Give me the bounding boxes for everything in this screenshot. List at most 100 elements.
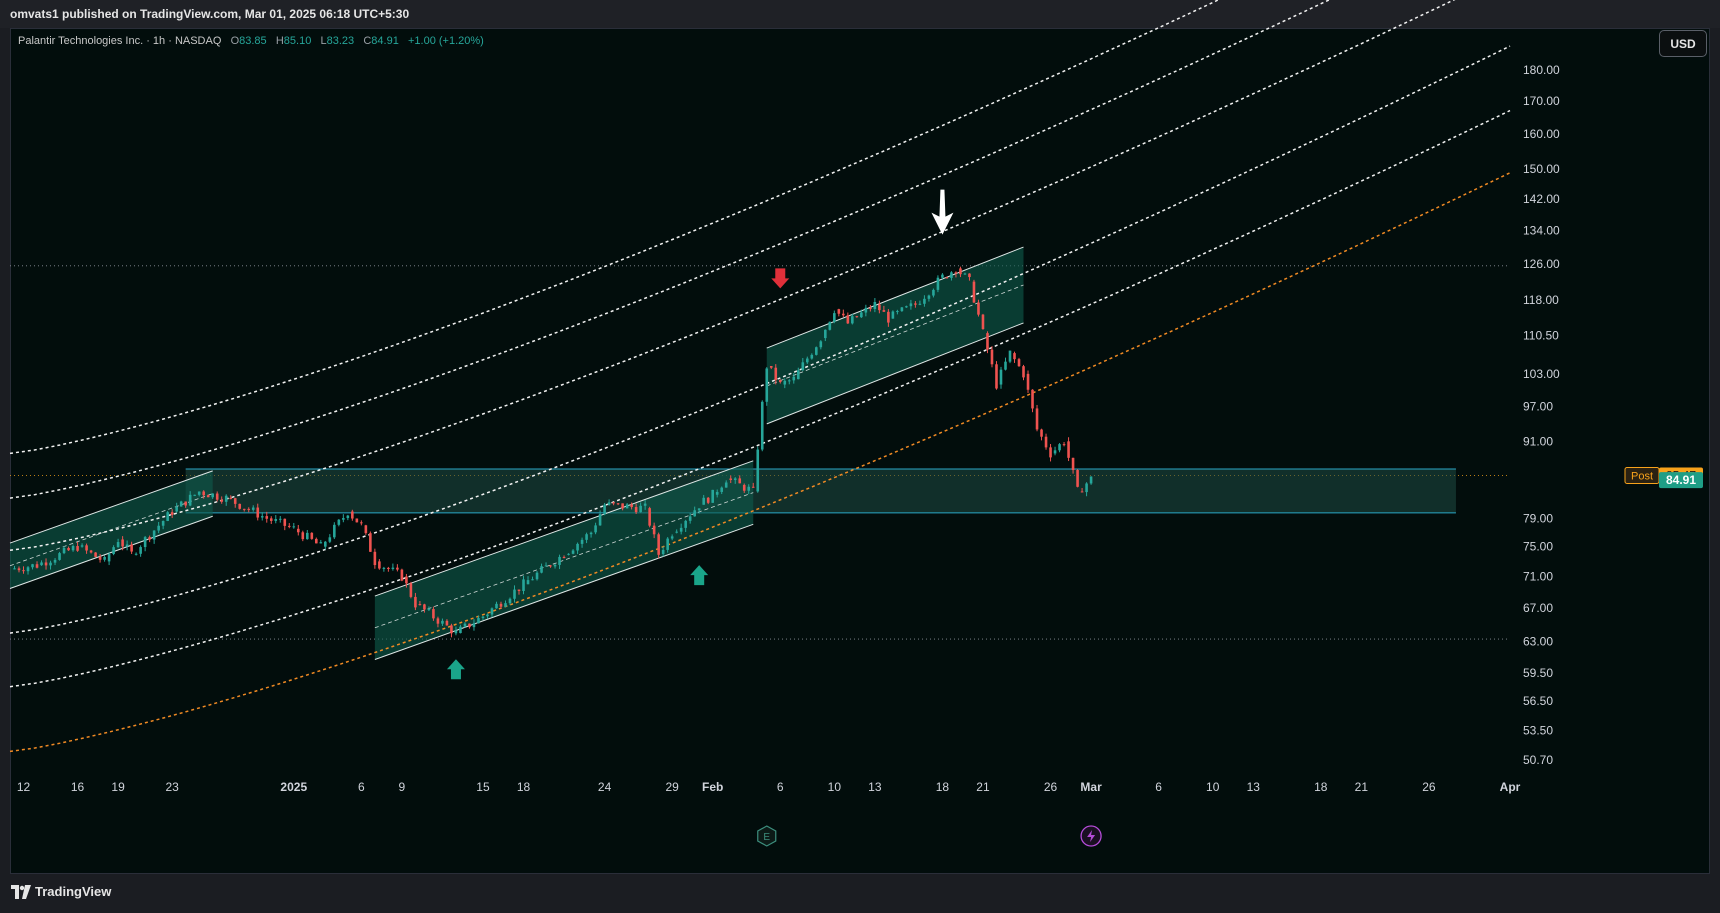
candle-body — [220, 499, 224, 502]
candle-body — [1022, 366, 1025, 378]
candle-body — [562, 556, 566, 559]
last-price-text: 84.91 — [1666, 473, 1696, 487]
candle-body — [887, 311, 890, 323]
x-tick-label: 23 — [165, 780, 179, 794]
candle-body — [224, 495, 228, 502]
candle-body — [481, 616, 485, 618]
candle-body — [116, 542, 120, 548]
candle-body — [432, 609, 435, 619]
candle-body — [1013, 353, 1016, 360]
currency-label: USD — [1670, 36, 1696, 51]
candle-body — [107, 554, 111, 562]
candle-body — [269, 518, 273, 521]
candle-body — [571, 550, 575, 554]
candle-body — [968, 273, 971, 278]
last-price-badge — [1659, 472, 1703, 489]
chart-frame[interactable] — [10, 28, 1710, 874]
candle-body — [477, 617, 480, 624]
candle-body — [612, 502, 615, 504]
candle-body — [17, 568, 21, 571]
candle-body — [287, 525, 291, 527]
candle-body — [598, 514, 602, 526]
channel-3-mid — [766, 284, 1024, 387]
candle-body — [315, 538, 318, 544]
candle-body — [202, 491, 205, 496]
candle-body — [319, 542, 323, 544]
candle-body — [423, 604, 426, 610]
earnings-event-label: E — [763, 832, 770, 843]
candle-body — [923, 298, 926, 304]
candle-body — [589, 532, 593, 535]
y-tick-label: 134.00 — [1523, 224, 1560, 238]
candle-body — [706, 497, 710, 503]
candle-body — [53, 559, 57, 563]
channel-2-bottom — [374, 523, 754, 660]
tradingview-logo[interactable]: TradingView — [11, 884, 111, 899]
y-tick-label: 118.00 — [1523, 293, 1559, 307]
candle-body — [702, 497, 705, 505]
candle-body — [463, 623, 467, 627]
candle-body — [296, 528, 300, 533]
x-tick-label: 10 — [1206, 780, 1220, 794]
x-tick-label: 29 — [665, 780, 679, 794]
candle-body — [882, 310, 886, 312]
candle-body — [206, 495, 210, 498]
candle-body — [1053, 450, 1057, 454]
y-tick-label: 56.50 — [1523, 694, 1553, 708]
candle-body — [715, 491, 719, 495]
fan-curve-5 — [9, 109, 1511, 688]
candle-body — [215, 493, 219, 500]
y-tick-label: 79.00 — [1523, 511, 1553, 525]
legend-close-value: 84.91 — [371, 35, 399, 47]
candle-body — [670, 536, 674, 539]
y-tick-label: 110.50 — [1523, 329, 1559, 343]
candle-body — [679, 527, 683, 532]
candle-body — [1044, 436, 1048, 448]
fan-curve-1 — [9, 0, 1220, 455]
candle-body — [963, 273, 967, 275]
candle-body — [468, 623, 471, 628]
candle-body — [918, 303, 922, 305]
candle-body — [977, 302, 980, 315]
candle-body — [621, 503, 624, 509]
legend-open-label: O — [230, 35, 240, 47]
y-tick-label: 67.00 — [1523, 601, 1553, 615]
fan-curve-3 — [9, 0, 1456, 552]
candle-body — [242, 508, 246, 510]
channel-3-bottom — [766, 322, 1024, 425]
legend-change: +1.00 (+1.20%) — [407, 35, 484, 47]
candle-body — [188, 494, 192, 506]
candle-body — [139, 547, 142, 554]
currency-button[interactable]: USD — [1659, 30, 1707, 57]
candle-body — [508, 598, 512, 604]
x-tick-label: 6 — [777, 780, 784, 794]
candle-body — [71, 546, 75, 551]
candle-body — [819, 341, 823, 348]
candle-body — [499, 603, 503, 607]
candle-body — [558, 556, 561, 565]
candle-body — [472, 623, 476, 628]
candle-body — [459, 626, 462, 634]
candle-body — [828, 321, 832, 330]
candle-body — [625, 504, 629, 509]
fan-curve-6 — [9, 172, 1511, 753]
legend-low-label: L — [320, 35, 327, 47]
y-tick-label: 170.00 — [1523, 94, 1560, 108]
candle-body — [441, 620, 444, 624]
candle-body — [396, 567, 399, 570]
candle-body — [175, 506, 178, 512]
candle-body — [697, 508, 701, 511]
candle-body — [729, 478, 733, 481]
candle-body — [1058, 444, 1061, 451]
publisher-header: omvats1 published on TradingView.com, Ma… — [0, 0, 1720, 28]
candle-body — [360, 522, 363, 524]
candle-body — [103, 556, 106, 560]
candle-body — [634, 507, 638, 513]
legend-close-label: C — [363, 35, 372, 47]
candle-body — [815, 347, 818, 355]
price-chart[interactable]: 180.00 170.00 160.00 150.00 142.00 134.00 126.… — [0, 0, 1720, 874]
candle-body — [1062, 444, 1066, 446]
tradingview-logo-icon — [11, 884, 31, 899]
candle-body — [526, 580, 530, 585]
candle-body — [436, 618, 440, 624]
